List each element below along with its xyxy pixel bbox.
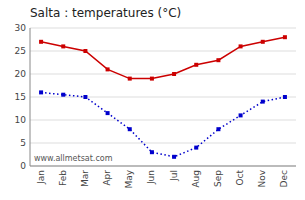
title: Salta : temperatures (°C) [30, 6, 181, 20]
x-tick-label: Oct [235, 170, 245, 186]
marker [39, 90, 43, 94]
marker [150, 77, 154, 81]
x-tick-label: Sep [213, 170, 223, 187]
x-tick-label: Mar [80, 170, 90, 187]
marker [39, 40, 43, 44]
plot-area [39, 35, 287, 159]
marker [194, 63, 198, 67]
x-tick-label: Nov [257, 169, 267, 187]
grid [30, 28, 296, 166]
marker [172, 155, 176, 159]
marker [239, 44, 243, 48]
marker [83, 49, 87, 53]
marker [239, 113, 243, 117]
x-axis: Jan Feb Mar Apr May Jun Jul Aug Sep Oct Nov Dec [30, 166, 296, 189]
y-tick-label: 0 [20, 161, 26, 171]
series-line [41, 37, 285, 78]
x-tick-label: Feb [58, 170, 68, 186]
marker [106, 111, 110, 115]
series-line [41, 92, 285, 156]
y-tick-label: 30 [15, 23, 27, 33]
y-axis-line [30, 28, 31, 166]
grid-line [30, 166, 296, 167]
x-tick-label: Apr [102, 170, 112, 186]
x-tick-label: Jun [146, 170, 156, 185]
marker [194, 146, 198, 150]
marker [283, 95, 287, 99]
grid-line [30, 74, 296, 75]
marker [261, 40, 265, 44]
y-tick-label: 20 [15, 69, 27, 79]
grid-line [30, 51, 296, 52]
x-tick-label: Dec [279, 170, 289, 187]
marker [61, 93, 65, 97]
marker [150, 150, 154, 154]
marker [83, 95, 87, 99]
marker [128, 127, 132, 131]
marker [106, 67, 110, 71]
x-tick-label: Aug [191, 170, 201, 188]
y-tick-label: 5 [20, 138, 26, 148]
y-tick-label: 25 [15, 46, 26, 56]
y-axis: 0 5 10 15 20 25 30 [15, 23, 30, 171]
grid-line [30, 97, 296, 98]
marker [216, 127, 220, 131]
marker [61, 44, 65, 48]
marker [283, 35, 287, 39]
y-tick-label: 15 [15, 92, 26, 102]
marker [216, 58, 220, 62]
grid-line [30, 120, 296, 121]
annotation: www.allmetsat.com [34, 154, 113, 163]
x-tick-label: May [124, 169, 134, 188]
x-axis-line [30, 166, 296, 167]
marker [261, 100, 265, 104]
marker [172, 72, 176, 76]
x-tick-label: Jul [169, 170, 179, 182]
x-tick-label: Jan [36, 170, 46, 185]
grid-line [30, 28, 296, 29]
marker [128, 77, 132, 81]
grid-line [30, 143, 296, 144]
y-tick-label: 10 [15, 115, 27, 125]
chart: Salta : temperatures (°C) 0 5 10 15 20 25 30 Jan… [0, 0, 305, 200]
